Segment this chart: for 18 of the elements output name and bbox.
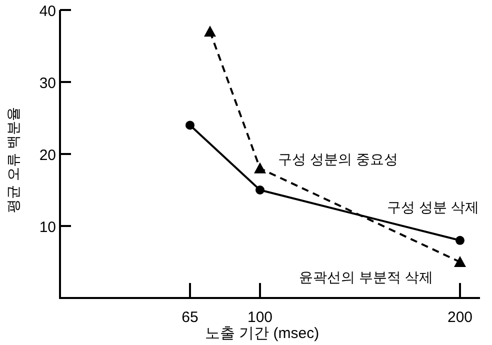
x-tick-label: 200 [447,309,473,326]
point [186,120,194,130]
y-axis-title: 평균 오류 백분율 [5,107,21,213]
annotation: 구성 성분의 중요성 [278,151,398,167]
y-tick-label: 40 [39,3,56,20]
point [204,26,216,37]
x-axis-title: 노출 기간 (msec) [204,325,320,342]
x-tick-label: 65 [182,309,198,326]
point [454,256,466,267]
point [456,236,464,245]
point [254,162,266,174]
y-tick-label: 30 [39,75,56,92]
y-tick-label: 10 [39,219,56,236]
annotation: 윤곽선의 부분적 삭제 [299,269,433,285]
y-tick-label: 20 [39,147,56,164]
annotation: 구성 성분 삭제 [387,199,479,215]
x-tick-label: 100 [247,309,273,326]
point [256,186,264,194]
